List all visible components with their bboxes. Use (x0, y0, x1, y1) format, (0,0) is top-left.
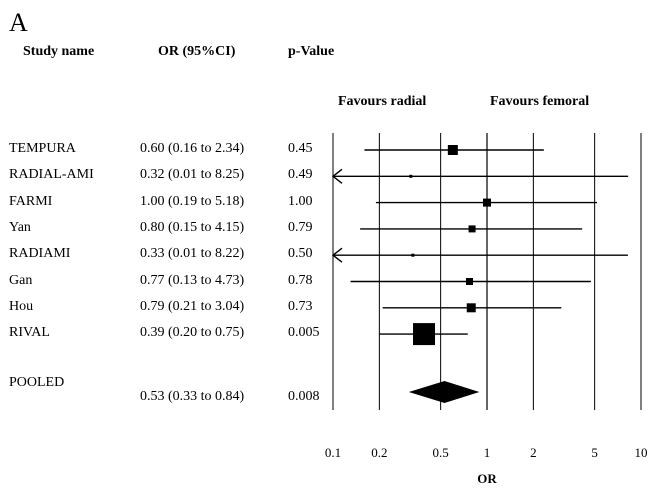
ci-arrow-left (331, 247, 343, 263)
study-p-value: 1.00 (288, 193, 313, 209)
study-or-ci: 1.00 (0.19 to 5.18) (140, 193, 245, 209)
x-tick-label: 0.5 (433, 445, 449, 460)
study-p-value: 0.50 (288, 246, 313, 262)
point-estimate (411, 253, 415, 257)
study-name: FARMI (9, 193, 53, 209)
point-estimate (466, 278, 474, 285)
point-estimate (447, 145, 458, 155)
study-or-ci: 0.33 (0.01 to 8.22) (140, 246, 245, 262)
x-tick-label: 0.2 (371, 445, 387, 460)
study-name: Hou (9, 298, 34, 314)
panel-label: A (9, 8, 28, 37)
header-p-value: p-Value (288, 44, 335, 59)
header-or-ci: OR (95%CI) (158, 44, 236, 59)
study-name: RADIAMI (9, 246, 71, 262)
study-or-ci: 0.60 (0.16 to 2.34) (140, 141, 245, 156)
favours-radial-label: Favours radial (338, 94, 427, 109)
point-estimate (466, 303, 476, 313)
point-estimate (468, 225, 476, 233)
study-p-value: 0.49 (288, 167, 313, 183)
study-p-value: 0.005 (288, 325, 320, 341)
study-name: Gan (9, 272, 33, 288)
study-p-value: 0.73 (288, 298, 313, 314)
pooled-p-value: 0.008 (288, 389, 320, 404)
study-or-ci: 0.39 (0.20 to 0.75) (140, 325, 245, 341)
point-estimate (413, 323, 436, 346)
pooled-diamond (408, 381, 480, 403)
study-or-ci: 0.80 (0.15 to 4.15) (140, 219, 245, 235)
x-tick-label: 5 (591, 445, 598, 460)
x-axis-label: OR (477, 471, 497, 486)
pooled-name: POOLED (9, 375, 65, 390)
ci-arrow-left (331, 168, 343, 184)
study-name: RADIAL-AMI (9, 167, 94, 183)
study-p-value: 0.45 (288, 141, 313, 156)
study-p-value: 0.78 (288, 272, 313, 288)
study-name: TEMPURA (9, 141, 76, 156)
study-or-ci: 0.79 (0.21 to 3.04) (140, 298, 245, 314)
study-name: RIVAL (9, 325, 50, 341)
favours-femoral-label: Favours femoral (490, 94, 590, 109)
x-tick-label: 0.1 (325, 445, 341, 460)
point-estimate (483, 198, 491, 207)
x-tick-label: 10 (635, 445, 648, 460)
point-estimate (409, 174, 413, 178)
x-tick-label: 2 (530, 445, 537, 460)
study-name: Yan (9, 219, 31, 235)
x-tick-label: 1 (484, 445, 491, 460)
study-or-ci: 0.77 (0.13 to 4.73) (140, 272, 245, 288)
header-study-name: Study name (23, 44, 95, 59)
study-or-ci: 0.32 (0.01 to 8.25) (140, 167, 245, 183)
pooled-or-ci: 0.53 (0.33 to 0.84) (140, 389, 245, 404)
study-p-value: 0.79 (288, 219, 313, 235)
